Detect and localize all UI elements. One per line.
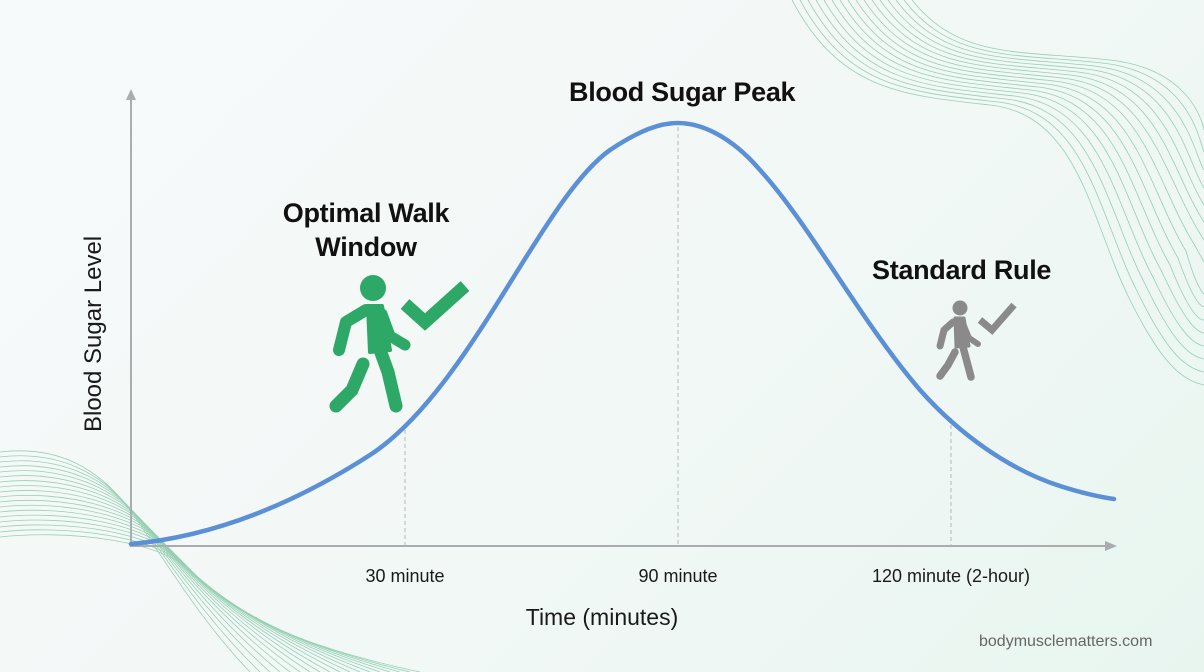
standard-rule-annotation: Standard Rule bbox=[872, 255, 1052, 285]
axes bbox=[126, 89, 1117, 551]
walker-back-leg-icon bbox=[329, 357, 370, 413]
decorative-waves-top-right bbox=[791, 0, 1204, 386]
optimal-walk-line2: Window bbox=[315, 232, 417, 262]
walker-back-arm-icon bbox=[936, 318, 957, 350]
check-icon bbox=[977, 302, 1017, 335]
walker-body-icon bbox=[366, 304, 392, 354]
walker-front-arm-icon bbox=[961, 323, 981, 347]
decorative-waves-bottom-left bbox=[0, 450, 421, 672]
walker-back-leg-icon bbox=[936, 348, 959, 380]
marker-lines bbox=[404, 127, 952, 545]
walker-head-icon bbox=[360, 275, 386, 301]
walker-head-icon bbox=[952, 300, 968, 316]
standard-rule-icon bbox=[936, 300, 1017, 381]
watermark: bodymusclematters.com bbox=[979, 633, 1153, 650]
walker-front-leg-icon bbox=[373, 343, 403, 413]
y-axis-label: Blood Sugar Level bbox=[80, 235, 107, 432]
optimal-walk-icon bbox=[329, 275, 470, 413]
x-tick-30: 30 minute bbox=[365, 566, 445, 586]
x-axis-label: Time (minutes) bbox=[525, 604, 679, 630]
x-tick-90: 90 minute bbox=[638, 566, 718, 586]
peak-annotation: Blood Sugar Peak bbox=[569, 77, 796, 107]
walker-back-arm-icon bbox=[333, 304, 372, 356]
optimal-walk-annotation: Optimal Walk Window bbox=[274, 196, 458, 264]
check-icon bbox=[400, 281, 470, 331]
walker-body-icon bbox=[953, 316, 971, 349]
y-axis-arrow bbox=[126, 89, 136, 100]
x-axis-arrow bbox=[1105, 541, 1117, 551]
x-tick-120: 120 minute (2-hour) bbox=[871, 566, 1031, 586]
blood-sugar-curve bbox=[128, 120, 1117, 547]
optimal-walk-line1: Optimal Walk bbox=[282, 198, 450, 228]
walker-front-arm-icon bbox=[376, 308, 411, 351]
walker-front-leg-icon bbox=[959, 343, 975, 381]
